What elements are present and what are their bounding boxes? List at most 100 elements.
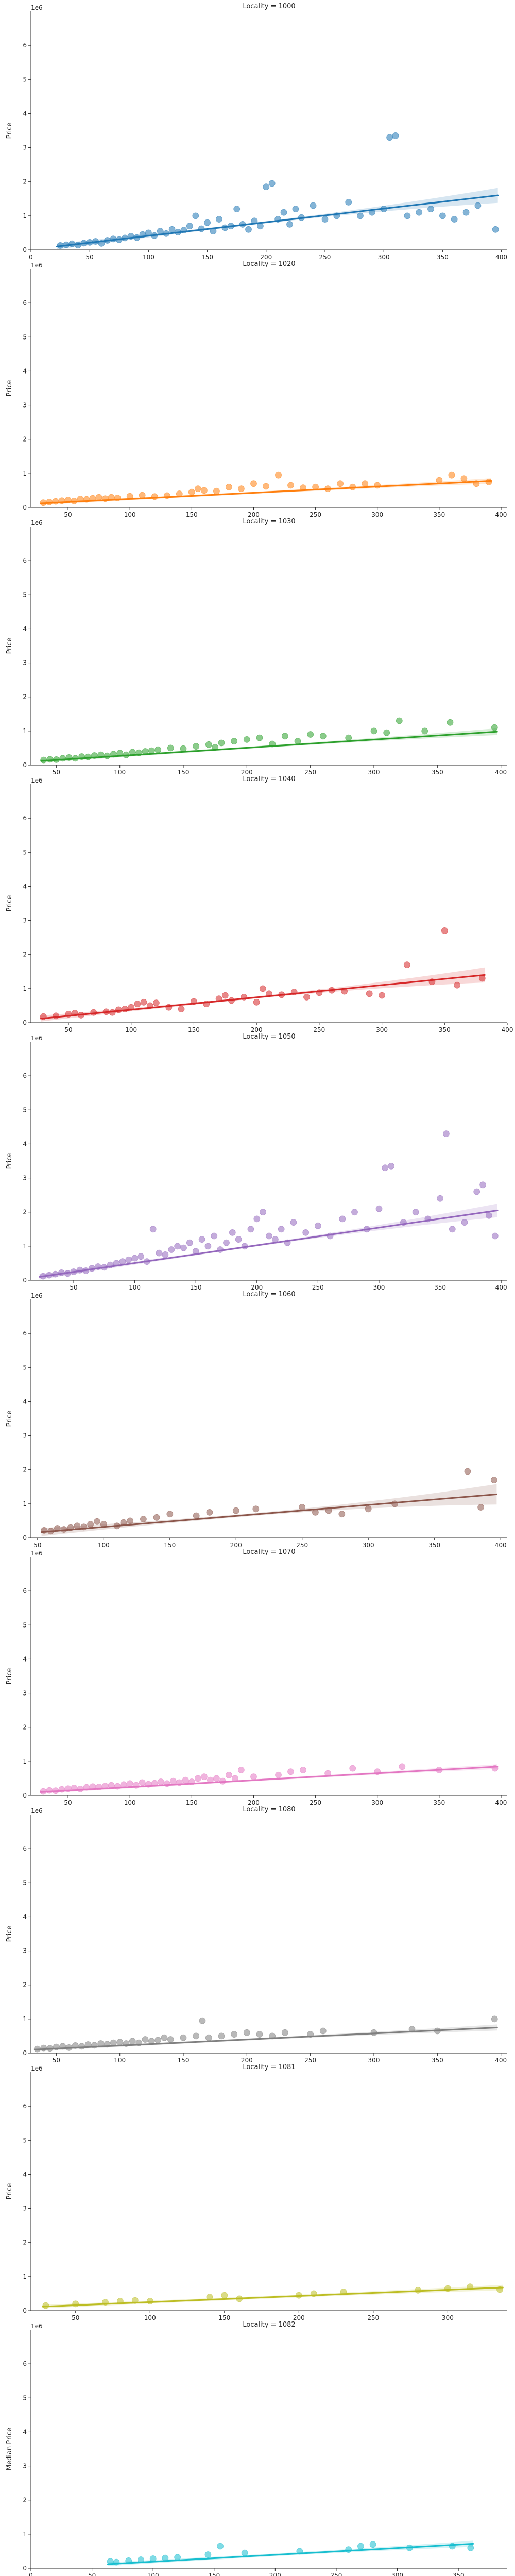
data-point bbox=[40, 2044, 47, 2052]
x-tick-label: 200 bbox=[269, 2572, 281, 2576]
x-tick-label: 50 bbox=[53, 2057, 60, 2064]
data-point bbox=[365, 1505, 372, 1513]
y-axis-label: Price bbox=[6, 123, 13, 139]
data-point bbox=[131, 1255, 139, 1262]
y-exponent-label: 1e6 bbox=[31, 2323, 43, 2330]
x-tick-label: 0 bbox=[29, 2572, 33, 2576]
data-point bbox=[154, 746, 162, 753]
data-point bbox=[416, 209, 423, 216]
y-tick-label: 1 bbox=[23, 985, 27, 992]
data-point bbox=[382, 1164, 389, 1172]
data-point bbox=[206, 1509, 213, 1516]
x-tick-label: 200 bbox=[293, 2314, 305, 2321]
facet-panel-6: Locality = 1060 0 1 2 3 4 5 6 50 100 150 200 250 300 3… bbox=[6, 1291, 507, 1549]
data-point bbox=[74, 1522, 81, 1530]
x-tick-label: 150 bbox=[186, 1799, 198, 1806]
x-tick-label: 200 bbox=[251, 1284, 263, 1291]
x-tick-label: 350 bbox=[433, 1799, 445, 1806]
data-point bbox=[275, 471, 282, 479]
data-point bbox=[253, 1215, 261, 1223]
data-point bbox=[302, 1229, 310, 1236]
data-point bbox=[399, 1763, 406, 1770]
y-tick-label: 5 bbox=[23, 849, 27, 856]
data-point bbox=[338, 1511, 346, 1518]
data-point bbox=[375, 1205, 383, 1212]
data-point bbox=[303, 994, 310, 1001]
data-point bbox=[478, 975, 486, 982]
facet-title: Locality = 1080 bbox=[243, 1806, 295, 1814]
facet-panel-8: Locality = 1080 0 1 2 3 4 5 6 50 100 150 200 250 300 3… bbox=[6, 1806, 507, 2064]
data-point bbox=[462, 209, 470, 216]
data-point bbox=[485, 479, 492, 485]
y-tick-label: 5 bbox=[23, 1621, 27, 1629]
data-point bbox=[491, 724, 498, 731]
data-point bbox=[256, 734, 263, 741]
x-tick-label: 50 bbox=[64, 1026, 72, 1033]
data-point bbox=[194, 1775, 201, 1782]
x-tick-label: 400 bbox=[495, 253, 507, 261]
data-point bbox=[237, 485, 245, 492]
data-point bbox=[443, 1130, 450, 1138]
y-tick-label: 2 bbox=[23, 693, 27, 701]
x-tick-label: 200 bbox=[260, 253, 272, 261]
data-point bbox=[396, 717, 403, 724]
data-point bbox=[218, 2032, 225, 2040]
x-tick-label: 200 bbox=[241, 2057, 253, 2064]
data-point bbox=[243, 2029, 250, 2036]
y-tick-label: 1 bbox=[23, 212, 27, 219]
x-tick-label: 100 bbox=[124, 1799, 136, 1806]
x-tick-label: 150 bbox=[188, 1026, 200, 1033]
data-point bbox=[444, 2285, 451, 2292]
x-tick-label: 350 bbox=[432, 2057, 443, 2064]
facet-panel-9: Locality = 1081 0 1 2 3 4 5 6 50 100 150 200 250 300 1… bbox=[6, 2063, 507, 2321]
x-tick-label: 100 bbox=[125, 1026, 137, 1033]
data-point bbox=[211, 1232, 218, 1240]
y-tick-label: 4 bbox=[23, 110, 27, 117]
y-exponent-label: 1e6 bbox=[31, 1035, 43, 1042]
data-point bbox=[168, 226, 176, 233]
data-point bbox=[140, 1516, 147, 1523]
data-point bbox=[199, 2017, 206, 2024]
x-tick-label: 350 bbox=[432, 769, 443, 776]
x-tick-label: 0 bbox=[29, 253, 33, 261]
data-point bbox=[307, 731, 314, 738]
y-exponent-label: 1e6 bbox=[31, 519, 43, 527]
y-tick-label: 2 bbox=[23, 951, 27, 958]
facet-title: Locality = 1040 bbox=[243, 775, 295, 783]
y-exponent-label: 1e6 bbox=[31, 777, 43, 784]
y-axis-label: Median Price bbox=[6, 2428, 13, 2470]
data-point bbox=[94, 1518, 100, 1525]
data-point bbox=[169, 1777, 177, 1785]
facet-panel-4: Locality = 1040 0 1 2 3 4 5 6 50 100 150 200 250 300 3… bbox=[6, 775, 513, 1033]
y-tick-label: 2 bbox=[23, 1981, 27, 1989]
regression-line bbox=[33, 2026, 498, 2050]
y-tick-label: 3 bbox=[23, 1175, 27, 1182]
data-point bbox=[383, 729, 390, 736]
data-point bbox=[247, 1226, 254, 1233]
data-point bbox=[250, 480, 257, 487]
data-point bbox=[231, 738, 238, 745]
y-tick-label: 0 bbox=[23, 246, 27, 253]
x-tick-label: 250 bbox=[319, 253, 331, 261]
x-tick-label: 200 bbox=[251, 1026, 263, 1033]
data-point bbox=[259, 985, 266, 992]
regression-line bbox=[42, 2286, 504, 2308]
facet-title: Locality = 1082 bbox=[243, 2321, 295, 2329]
y-tick-label: 0 bbox=[23, 2049, 27, 2057]
x-tick-label: 400 bbox=[495, 1799, 507, 1806]
x-tick-label: 50 bbox=[70, 1284, 77, 1291]
data-point bbox=[370, 727, 377, 735]
y-tick-label: 6 bbox=[23, 2103, 27, 2110]
y-tick-label: 4 bbox=[23, 1655, 27, 1663]
x-tick-label: 250 bbox=[304, 769, 316, 776]
data-point bbox=[337, 480, 344, 487]
data-point bbox=[178, 1006, 185, 1012]
y-tick-label: 0 bbox=[23, 1534, 27, 1541]
y-tick-label: 5 bbox=[23, 2394, 27, 2401]
x-tick-label: 300 bbox=[371, 1799, 383, 1806]
data-point bbox=[256, 2031, 263, 2038]
data-point bbox=[180, 745, 187, 752]
data-point bbox=[403, 961, 410, 968]
y-tick-label: 5 bbox=[23, 76, 27, 83]
